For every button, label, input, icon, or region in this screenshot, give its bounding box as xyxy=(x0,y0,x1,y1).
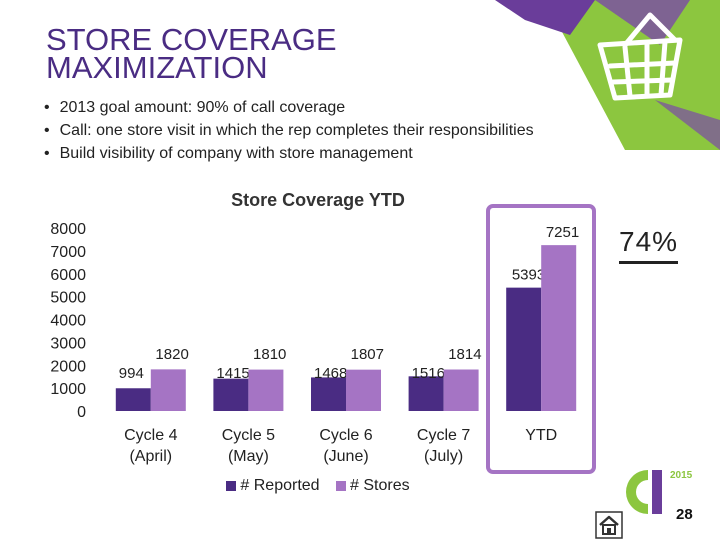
y-tick-label: 0 xyxy=(77,404,86,421)
bullet-item: Build visibility of company with store m… xyxy=(44,142,534,165)
bullet-item: 2013 goal amount: 90% of call coverage xyxy=(44,96,534,119)
x-tick-label: (May) xyxy=(228,448,269,465)
data-label-reported: 5393 xyxy=(512,267,545,284)
bar-reported xyxy=(311,377,346,411)
y-tick-label: 5000 xyxy=(50,290,86,307)
logo-year: 2015 xyxy=(670,470,693,481)
x-tick-label: Cycle 6 xyxy=(319,427,372,444)
bullet-item: Call: one store visit in which the rep c… xyxy=(44,119,534,142)
legend-swatch-reported xyxy=(226,480,237,491)
title-line-1: STORE COVERAGE xyxy=(46,22,337,57)
bar-reported xyxy=(115,388,151,411)
data-label-reported: 994 xyxy=(119,365,144,382)
coverage-percent-callout: 74% xyxy=(619,226,679,264)
ytd-highlight-box xyxy=(486,204,596,474)
data-label-reported: 1468 xyxy=(314,365,347,382)
chart-legend: # Reported # Stores xyxy=(0,477,636,495)
data-label-reported: 1516 xyxy=(412,365,445,382)
bar-stores xyxy=(346,369,381,411)
bar-reported xyxy=(408,376,444,411)
x-tick-label: YTD xyxy=(525,427,557,444)
legend-item-stores: # Stores xyxy=(336,477,410,494)
bar-reported xyxy=(506,287,542,411)
basket-banner xyxy=(495,0,720,150)
chart-title: Store Coverage YTD xyxy=(231,190,405,210)
legend-item-reported: # Reported xyxy=(226,477,324,494)
basket-icon xyxy=(597,12,683,101)
bar-stores xyxy=(150,369,186,411)
bar-stores xyxy=(541,245,577,411)
legend-swatch-stores xyxy=(336,480,347,491)
data-label-stores: 1814 xyxy=(448,346,481,363)
data-label-stores: 7251 xyxy=(546,224,579,241)
data-label-stores: 1820 xyxy=(155,346,188,363)
bar-reported xyxy=(213,378,249,411)
title-line-2: MAXIMIZATION xyxy=(46,50,268,85)
y-tick-label: 1000 xyxy=(50,381,86,398)
x-tick-label: Cycle 5 xyxy=(222,427,275,444)
bar-stores xyxy=(443,369,479,411)
page-title: STORE COVERAGE MAXIMIZATION xyxy=(46,22,337,85)
x-tick-label: (June) xyxy=(323,448,368,465)
bullet-list: 2013 goal amount: 90% of call coverage C… xyxy=(44,96,534,165)
data-label-stores: 1807 xyxy=(351,346,384,363)
page-number: 28 xyxy=(676,506,693,523)
data-label-stores: 1810 xyxy=(253,346,286,363)
y-tick-label: 2000 xyxy=(50,358,86,375)
x-tick-label: Cycle 7 xyxy=(417,427,470,444)
data-label-reported: 1415 xyxy=(216,365,249,382)
y-tick-label: 7000 xyxy=(50,244,86,261)
y-tick-label: 3000 xyxy=(50,335,86,352)
x-tick-label: Cycle 4 xyxy=(124,427,177,444)
home-icon[interactable] xyxy=(595,511,623,539)
y-tick-label: 6000 xyxy=(50,267,86,284)
x-tick-label: (April) xyxy=(129,448,172,465)
legend-label-reported: # Reported xyxy=(240,477,320,494)
y-tick-label: 4000 xyxy=(50,313,86,330)
y-tick-label: 8000 xyxy=(50,221,86,238)
legend-label-stores: # Stores xyxy=(350,477,410,494)
bar-stores xyxy=(248,369,284,411)
x-tick-label: (July) xyxy=(424,448,463,465)
logo-icon xyxy=(626,470,662,514)
